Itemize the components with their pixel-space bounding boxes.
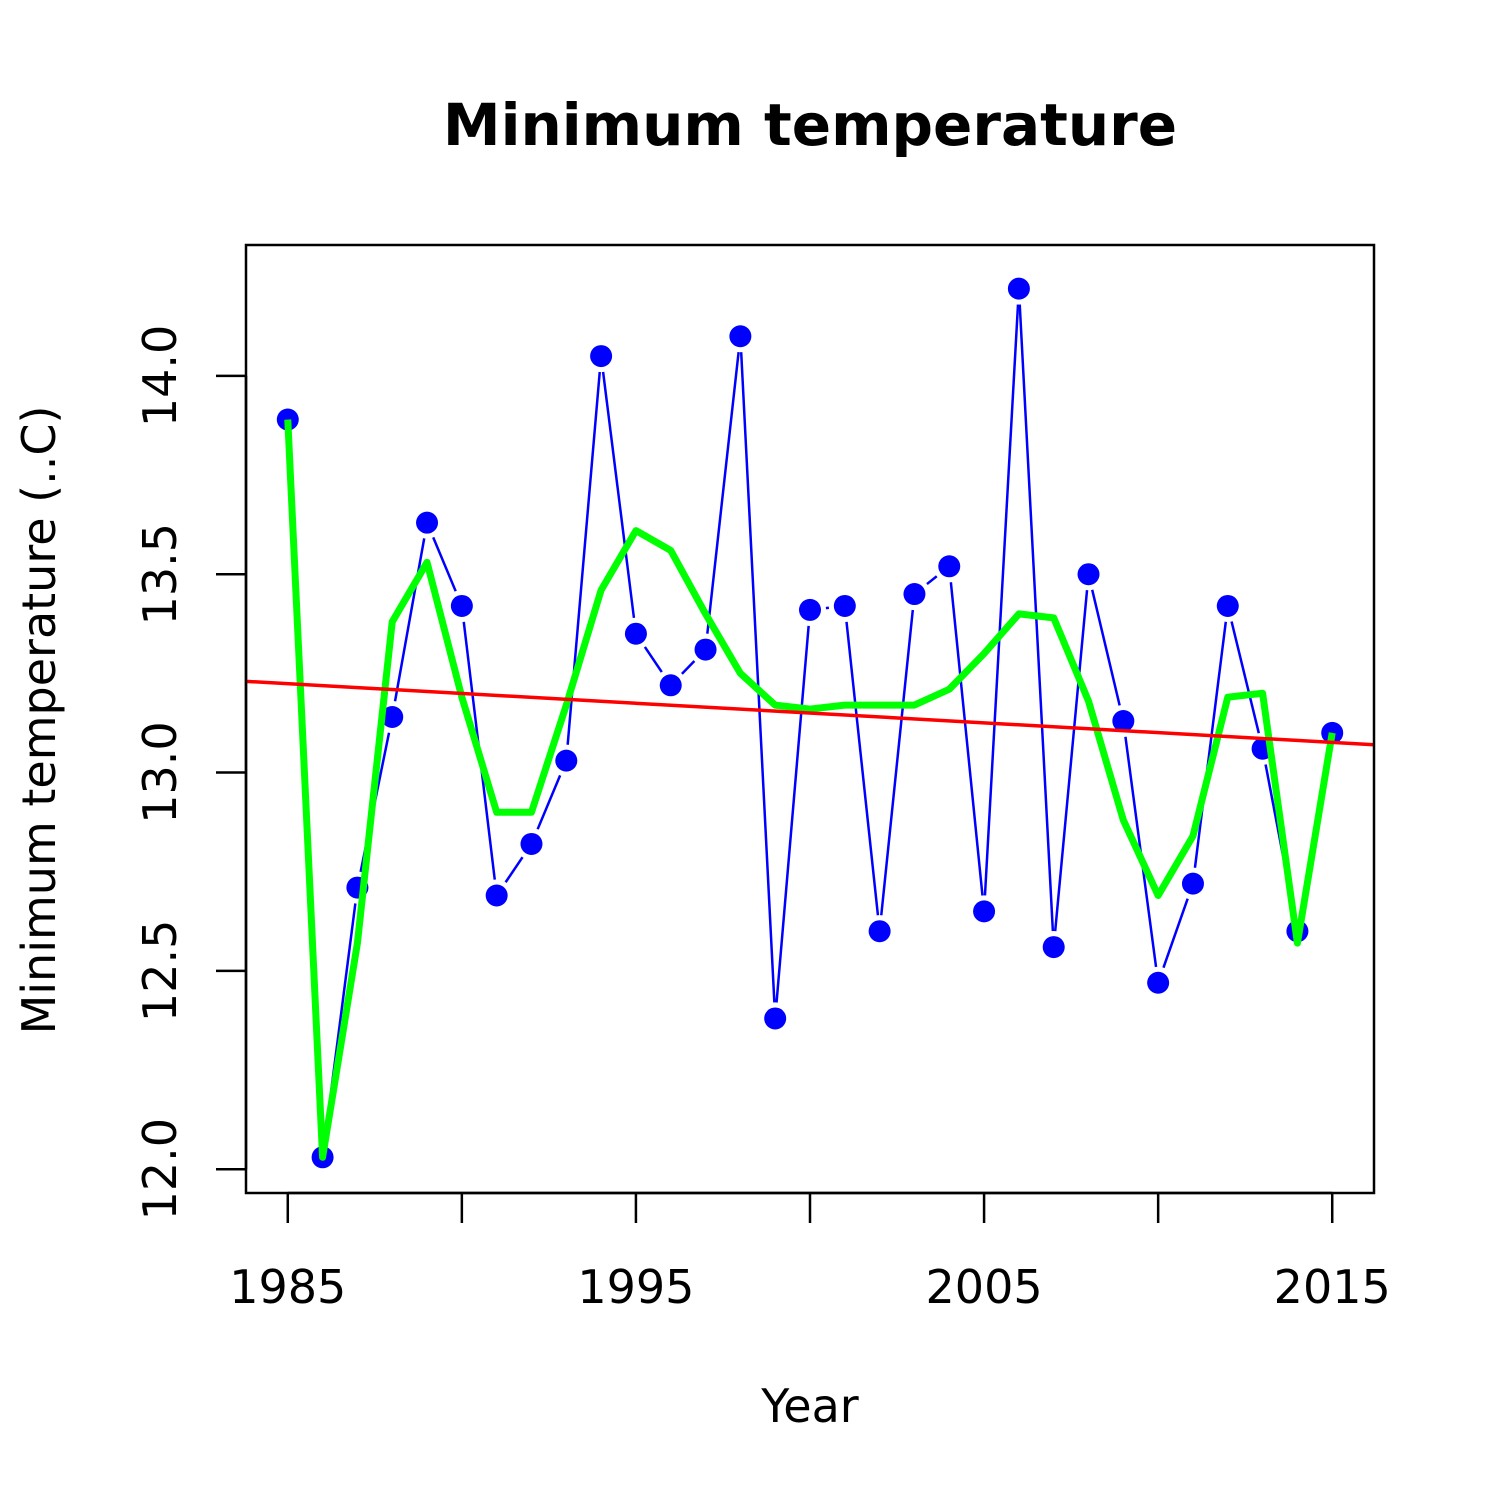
observed-point <box>590 345 613 368</box>
observed-point <box>624 622 647 645</box>
observed-point <box>729 325 752 348</box>
plot-area: 1985 1995 2005 2015 12.0 12.5 13.0 13.5 14.0 <box>133 243 1391 1314</box>
x-tick-label: 2015 <box>1274 1260 1391 1314</box>
y-tick-label: 13.5 <box>133 523 187 625</box>
observed-point <box>1007 277 1030 300</box>
observed-point <box>1042 936 1065 959</box>
observed-line-segment <box>681 660 696 675</box>
chart-title: Minimum temperature <box>443 91 1177 159</box>
observed-line-segment <box>432 536 457 592</box>
observed-point <box>694 638 717 661</box>
observed-point <box>381 706 404 729</box>
observed-point <box>903 583 926 606</box>
observed-point <box>1112 709 1135 732</box>
observed-line-segment <box>601 371 636 618</box>
observed-line-segment <box>1162 898 1189 969</box>
y-axis-label: Minimum temperature (..C) <box>12 406 66 1035</box>
observed-line-segment <box>1053 590 1089 932</box>
observed-point <box>450 594 473 617</box>
observed-line-segment <box>643 646 663 673</box>
observed-point <box>520 832 543 855</box>
observed-line-segment <box>739 352 776 1003</box>
observed-line-segment <box>1090 589 1121 706</box>
y-tick-label: 14.0 <box>133 325 187 427</box>
x-tick-label: 2005 <box>926 1260 1043 1314</box>
plot-series-group <box>246 277 1374 1169</box>
y-tick-label: 12.5 <box>133 920 187 1022</box>
observed-point <box>1216 594 1239 617</box>
trend-line <box>246 679 1374 747</box>
observed-line-segment <box>775 625 810 1003</box>
plot-frame <box>244 243 1376 1195</box>
observed-line-segment <box>1193 621 1228 868</box>
x-axis-label: Year <box>760 1379 858 1433</box>
x-tick-label: 1995 <box>577 1260 694 1314</box>
observed-point <box>973 900 996 923</box>
observed-line-segment <box>504 856 524 883</box>
observed-point <box>799 598 821 621</box>
observed-line-segment <box>983 304 1020 896</box>
y-tick-label: 12.0 <box>133 1118 187 1220</box>
y-tick-label: 13.0 <box>133 721 187 823</box>
observed-line-segment <box>393 538 426 702</box>
observed-point <box>659 674 682 697</box>
observed-point <box>764 1007 787 1030</box>
observed-point <box>485 884 508 907</box>
observed-point <box>1077 563 1100 586</box>
x-tick-label: 1985 <box>229 1260 346 1314</box>
observed-line-segment <box>880 609 915 916</box>
observed-line-segment <box>949 582 984 896</box>
observed-line-segment <box>845 621 880 916</box>
observed-point <box>833 594 856 617</box>
observed-point <box>1147 971 1170 994</box>
observed-line-segment <box>1230 621 1261 734</box>
observed-point <box>416 511 439 534</box>
smoothed-line <box>284 419 1336 1161</box>
observed-line-segment <box>536 774 562 830</box>
observed-line-segment <box>926 575 938 586</box>
observed-line-segment <box>706 351 740 634</box>
observed-point <box>938 555 961 578</box>
observed-point <box>1181 872 1204 895</box>
observed-point <box>868 920 891 943</box>
observed-point <box>555 749 578 772</box>
